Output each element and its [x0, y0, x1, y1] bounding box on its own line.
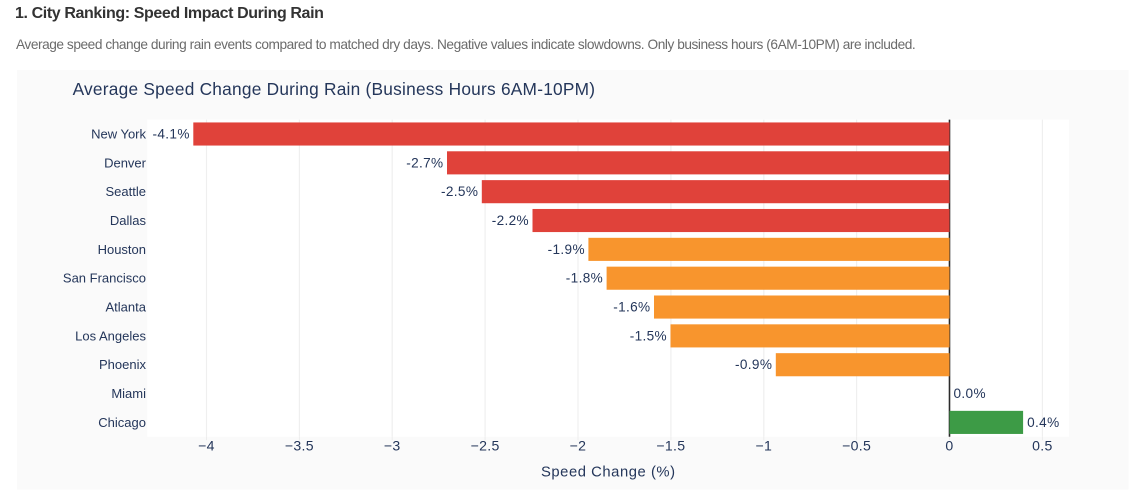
- svg-text:New York: New York: [91, 127, 146, 142]
- svg-text:-2.7%: -2.7%: [406, 155, 443, 170]
- svg-text:-1.6%: -1.6%: [613, 300, 650, 315]
- svg-text:0.5: 0.5: [1032, 437, 1053, 453]
- svg-text:-0.9%: -0.9%: [735, 357, 772, 372]
- svg-text:−2: −2: [570, 437, 587, 453]
- svg-text:Chicago: Chicago: [98, 415, 146, 430]
- svg-text:Houston: Houston: [98, 242, 146, 257]
- svg-text:0.4%: 0.4%: [1027, 415, 1059, 430]
- svg-text:Atlanta: Atlanta: [106, 300, 147, 315]
- svg-text:-4.1%: -4.1%: [152, 127, 189, 142]
- svg-text:Dallas: Dallas: [110, 213, 147, 228]
- svg-text:-1.8%: -1.8%: [566, 271, 603, 286]
- svg-text:−2.5: −2.5: [471, 437, 500, 453]
- svg-text:-1.5%: -1.5%: [630, 328, 667, 343]
- svg-text:−3.5: −3.5: [285, 437, 314, 453]
- svg-text:Miami: Miami: [111, 386, 146, 401]
- svg-text:-2.5%: -2.5%: [441, 184, 478, 199]
- svg-text:−3: −3: [384, 437, 401, 453]
- svg-text:Average Speed Change During Ra: Average Speed Change During Rain (Busine…: [73, 79, 596, 99]
- svg-text:Los Angeles: Los Angeles: [75, 328, 146, 343]
- svg-text:Speed Change (%): Speed Change (%): [541, 464, 676, 480]
- svg-text:Denver: Denver: [104, 155, 147, 170]
- svg-text:−0.5: −0.5: [842, 437, 871, 453]
- svg-text:0.0%: 0.0%: [954, 386, 986, 401]
- svg-text:0: 0: [945, 437, 953, 453]
- svg-text:−1.5: −1.5: [656, 437, 685, 453]
- svg-text:−4: −4: [198, 437, 215, 453]
- svg-text:-2.2%: -2.2%: [492, 213, 529, 228]
- svg-text:Seattle: Seattle: [106, 184, 146, 199]
- svg-text:San Francisco: San Francisco: [63, 271, 146, 286]
- svg-text:-1.9%: -1.9%: [548, 242, 585, 257]
- svg-text:−1: −1: [755, 437, 772, 453]
- svg-text:Phoenix: Phoenix: [99, 357, 146, 372]
